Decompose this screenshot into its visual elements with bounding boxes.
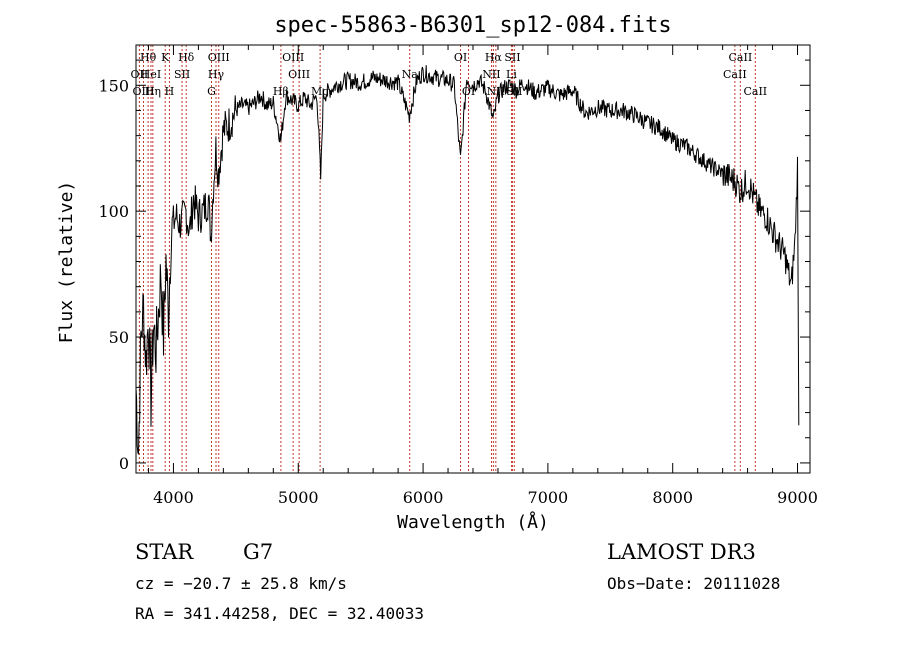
- survey-name: LAMOST DR3: [607, 540, 756, 564]
- x-tick-label: 6000: [403, 488, 444, 507]
- line-marker-label: OII: [131, 68, 149, 81]
- line-marker-label: OIII: [288, 68, 310, 81]
- line-marker-label: SII: [504, 51, 520, 64]
- redshift-text: cz = −20.7 ± 25.8 km/s: [135, 574, 347, 593]
- line-marker-label: Hα: [485, 51, 503, 64]
- object-subclass: G7: [243, 540, 273, 564]
- x-tick-label: 5000: [278, 488, 319, 507]
- line-marker-label: Hγ: [208, 68, 225, 81]
- line-markers: [138, 45, 756, 473]
- line-marker-label: OIII: [208, 51, 230, 64]
- object-class: STAR: [135, 540, 194, 564]
- x-axis-label: Wavelength (Å): [397, 511, 549, 533]
- line-marker-label: OIII: [282, 51, 304, 64]
- y-tick-label: 100: [98, 202, 129, 221]
- y-tick-label: 0: [119, 454, 129, 473]
- chart-title: spec-55863-B6301_sp12-084.fits: [274, 13, 671, 38]
- line-marker-label: Li: [506, 68, 517, 81]
- line-marker-label: Hθ: [140, 51, 157, 64]
- obs-date-text: Obs−Date: 20111028: [607, 574, 780, 593]
- line-marker-label: H: [165, 85, 175, 98]
- line-marker-label: Mg: [311, 85, 329, 98]
- y-axis-label: Flux (relative): [56, 181, 77, 344]
- x-tick-label: 8000: [652, 488, 693, 507]
- line-marker-label: CaII: [723, 68, 747, 81]
- axis-ticks: 4000 5000 6000 7000 8000 9000 0 50 100 150: [98, 45, 818, 507]
- line-marker-label: Hη: [145, 85, 161, 98]
- line-marker-label: OI: [454, 51, 467, 64]
- x-tick-label: 9000: [777, 488, 818, 507]
- line-marker-label: K: [161, 51, 170, 64]
- x-tick-label: 4000: [153, 488, 194, 507]
- line-marker-label: CaII: [729, 51, 753, 64]
- line-marker-label: Hδ: [178, 51, 195, 64]
- coordinates-text: RA = 341.44258, DEC = 32.40033: [135, 604, 424, 623]
- line-marker-label: Hβ: [273, 85, 289, 98]
- x-tick-label: 7000: [528, 488, 569, 507]
- line-marker-label: OIII: [132, 85, 154, 98]
- line-marker-label: CaII: [743, 85, 767, 98]
- line-marker-label: HeI: [141, 68, 161, 81]
- y-tick-label: 150: [98, 76, 129, 95]
- line-marker-label: SII: [174, 68, 190, 81]
- line-marker-label: Na: [402, 68, 419, 81]
- spectrum-series-line: [135, 65, 800, 455]
- line-marker-label: NII: [482, 68, 500, 81]
- line-marker-label: G: [207, 85, 216, 98]
- y-tick-label: 50: [109, 328, 129, 347]
